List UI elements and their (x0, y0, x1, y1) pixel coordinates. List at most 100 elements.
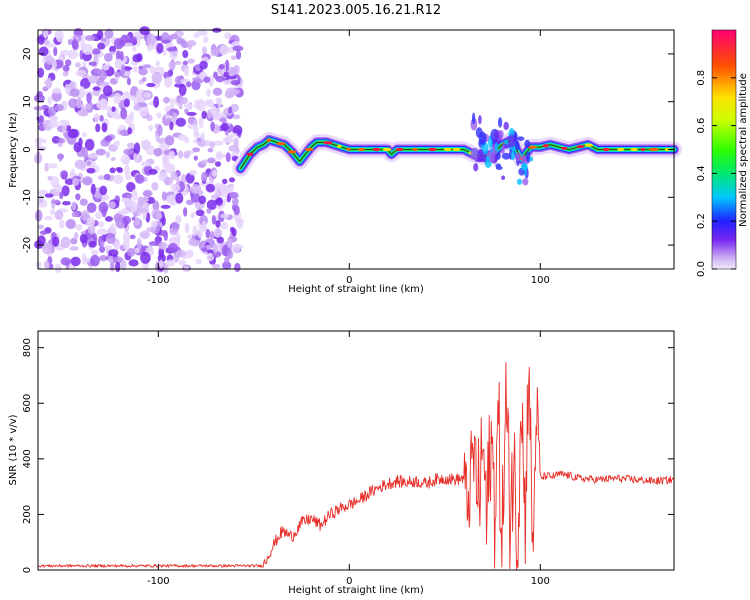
ridge-hotspot (527, 145, 537, 149)
noise-blob (45, 43, 56, 48)
noise-blob (177, 133, 187, 141)
noise-blob (228, 66, 236, 77)
noise-blob (192, 225, 198, 237)
noise-blob (76, 97, 82, 109)
ridge-hotspot (584, 143, 593, 147)
noise-blob (67, 38, 73, 46)
noise-blob (143, 140, 152, 149)
noise-blob (59, 191, 64, 200)
noise-blob (129, 111, 134, 123)
noise-blob (37, 67, 45, 78)
noise-blob (110, 156, 116, 162)
turbulence-blob (475, 127, 483, 138)
turbulence-blob (516, 178, 523, 185)
noise-blob (182, 60, 189, 65)
noise-blob (53, 46, 58, 57)
noise-blob (132, 66, 138, 73)
noise-blob (193, 32, 200, 39)
noise-blob (34, 209, 43, 222)
noise-blob (79, 86, 86, 98)
noise-blob (202, 247, 208, 252)
noise-blob (86, 161, 92, 166)
noise-blob (206, 208, 212, 214)
noise-blob (79, 233, 88, 244)
noise-blob (80, 39, 86, 52)
noise-blob (169, 200, 176, 206)
spectrogram-ytick-label: 20 (22, 48, 33, 61)
turbulence-blob (503, 121, 509, 131)
noise-blob (156, 42, 164, 54)
noise-blob (120, 107, 128, 120)
turbulence-blob (510, 150, 516, 161)
noise-blob (192, 147, 201, 153)
noise-blob (127, 142, 135, 149)
noise-blob (84, 35, 96, 41)
ridge-hotspot (382, 147, 392, 152)
noise-blob (64, 178, 75, 185)
snr-ticks: -100 0 100 0 200 400 600 800 (22, 331, 674, 587)
noise-blob (150, 220, 158, 228)
spectrogram-ytick-label: -20 (22, 237, 33, 253)
noise-blob (75, 69, 87, 77)
noise-blob (132, 54, 142, 63)
snr-ytick-label: 600 (22, 394, 33, 413)
noise-blob (84, 139, 95, 151)
noise-blob (197, 30, 208, 36)
noise-blob (179, 96, 189, 105)
noise-blob (160, 204, 171, 209)
noise-blob (168, 151, 176, 160)
ridge-hotspot (287, 150, 297, 154)
ridge-hotspot (346, 147, 351, 151)
noise-blob (123, 148, 134, 155)
noise-blob (114, 71, 121, 78)
noise-blob (182, 49, 189, 59)
turbulence-blob (473, 162, 479, 172)
noise-blob (199, 60, 208, 70)
noise-blob (109, 261, 115, 272)
noise-blob (80, 78, 91, 89)
noise-blob (178, 104, 183, 110)
noise-blob (172, 112, 178, 119)
noise-blob (124, 164, 130, 177)
turbulence-blob (526, 151, 530, 163)
noise-blob (230, 55, 237, 61)
turbulence-blob (513, 131, 518, 142)
noise-blob (43, 27, 49, 39)
noise-blob (97, 175, 105, 180)
noise-blob (163, 176, 173, 186)
noise-blob (55, 263, 62, 273)
snr-y-axis-title: SNR (10 * v/v) (8, 414, 19, 485)
noise-blob (109, 45, 117, 54)
noise-blob (232, 243, 241, 254)
noise-blob (210, 121, 215, 132)
noise-blob (198, 116, 204, 129)
snr-x-axis-title: Height of straight line (km) (288, 585, 424, 596)
noise-blob (194, 99, 205, 105)
noise-blob (35, 261, 42, 269)
noise-blob (210, 48, 220, 57)
noise-blob (41, 243, 52, 249)
noise-blob (230, 79, 241, 86)
noise-blob (38, 35, 45, 45)
snr-ytick-label: 400 (22, 449, 33, 468)
noise-blob (55, 30, 64, 43)
noise-blob (39, 195, 44, 204)
noise-blob (146, 226, 156, 233)
noise-blob (99, 115, 104, 122)
noise-blob (99, 185, 108, 196)
noise-blob (212, 112, 222, 121)
noise-blob (219, 44, 229, 56)
ridge-hotspot (576, 145, 585, 149)
noise-blob (104, 244, 112, 251)
noise-blob (58, 138, 66, 144)
noise-blob (215, 196, 223, 206)
noise-blob (228, 106, 233, 114)
noise-blob (99, 254, 108, 262)
noise-blob (102, 64, 110, 71)
noise-blob (77, 109, 89, 117)
noise-blob (142, 64, 152, 69)
noise-blob (58, 219, 65, 229)
noise-blob (203, 35, 209, 44)
noise-blob (175, 214, 182, 224)
noise-blob (116, 167, 123, 173)
